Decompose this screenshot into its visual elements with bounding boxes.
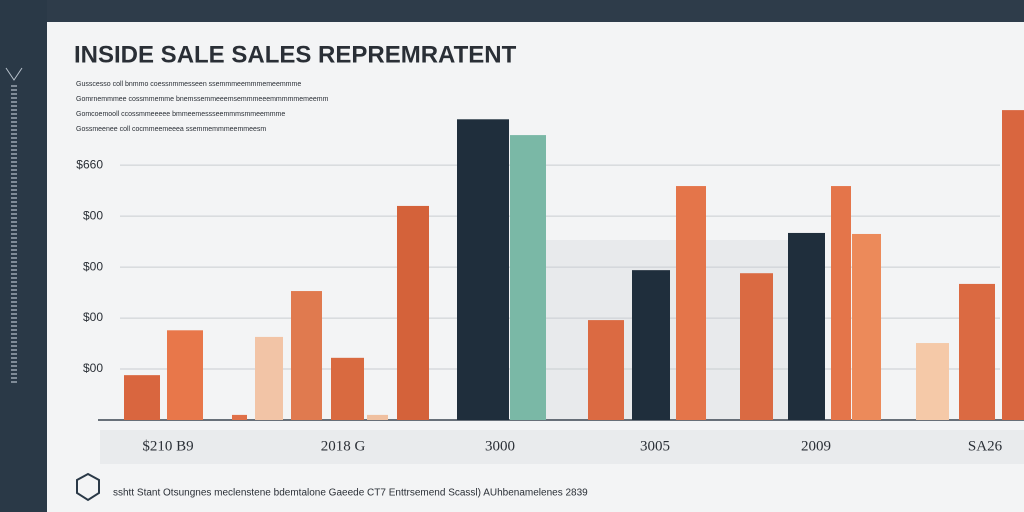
x-tick-label: SA26 [968, 438, 1003, 454]
y-tick-label: $00 [83, 259, 103, 273]
bar [788, 232, 825, 420]
label-band [100, 430, 1024, 464]
bar [588, 320, 624, 420]
bar [167, 330, 203, 420]
footer-icon [76, 472, 100, 502]
bar [916, 343, 949, 420]
x-tick-label: 3005 [640, 438, 670, 454]
bar [124, 375, 160, 420]
sidebar-marks [5, 67, 23, 385]
top-bar [0, 0, 1024, 22]
bar [510, 135, 546, 420]
x-tick-label: 3000 [485, 438, 515, 454]
y-tick-label: $00 [83, 208, 103, 222]
bar [255, 336, 283, 420]
subtitle-line: Gomrnemmmee cossmmemme bnemssemmeeemsemm… [76, 96, 329, 103]
bar [831, 186, 851, 420]
bar [676, 186, 706, 420]
bar [232, 414, 247, 420]
bar [740, 273, 773, 420]
bar [632, 270, 670, 420]
bar [291, 291, 322, 420]
bar [1002, 110, 1024, 421]
x-tick-label: 2018 G [321, 438, 366, 454]
x-tick-label: $210 B9 [142, 438, 193, 454]
bar [959, 283, 995, 420]
y-tick-label: $660 [76, 157, 103, 171]
sidebar [0, 0, 47, 512]
y-tick-label: $00 [83, 361, 103, 375]
subtitle-line: Gossmeenee coll cocmmeemeeea ssemmemmmee… [76, 126, 266, 133]
chart-title: INSIDE SALE SALES REPREMRATENT [74, 41, 517, 68]
bar [397, 205, 429, 420]
y-tick-label: $00 [83, 310, 103, 324]
subtitle-line: Gomcoemooll ccossmmeeeee bmmeemessseemmm… [76, 111, 285, 118]
footer-text: sshtt Stant Otsungnes meclenstene bdemta… [113, 488, 588, 499]
subtitle-line: Gusscesso coll bnmmo coessnmmesseen ssem… [76, 81, 301, 88]
bar [852, 233, 881, 420]
bar [331, 357, 364, 420]
bar [367, 414, 388, 420]
x-tick-label: 2009 [801, 438, 831, 454]
bar [457, 119, 509, 421]
